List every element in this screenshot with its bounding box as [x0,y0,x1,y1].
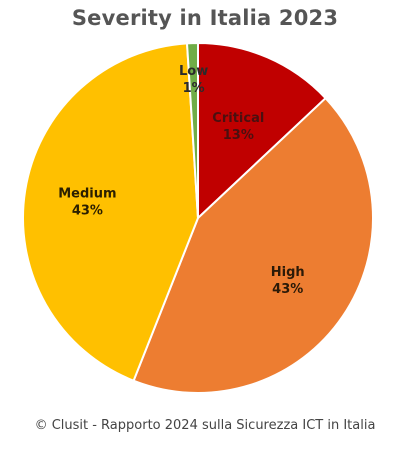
slice-low [185,41,199,219]
chart-title: Severity in Italia 2023 [71,6,339,30]
slice-value-low: 1% [183,81,205,96]
slice-value-high: 43% [272,282,303,297]
pie-slices [22,41,375,395]
slice-medium [22,42,200,383]
slice-value-critical: 13% [223,128,254,143]
slice-value-medium: 43% [72,203,103,218]
slice-label-medium: Medium [58,186,116,201]
slice-label-low: Low [179,64,208,79]
slice-high [132,96,375,395]
source-caption: © Clusit - Rapporto 2024 sulla Sicurezza… [34,418,376,433]
pie-labels: Critical 13% High 43% Medium 43% Low 1% [58,64,304,297]
slice-critical [197,41,327,221]
slice-label-critical: Critical [212,111,264,126]
slice-label-high: High [271,265,305,280]
